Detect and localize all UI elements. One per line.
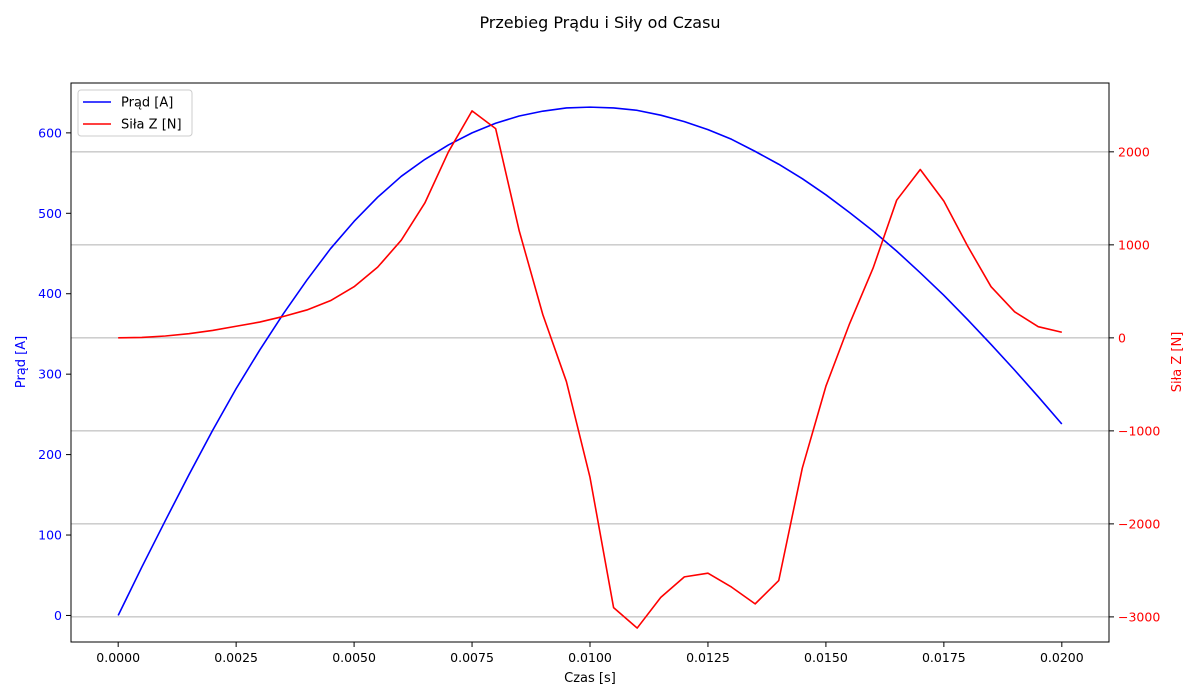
y-right-tick-label: −3000: [1118, 609, 1160, 624]
series-layer: [117, 106, 1063, 629]
grid-lines: [71, 151, 1109, 618]
y-axis-right: −3000 −2000 −1000 0 1000 2000: [1109, 144, 1160, 624]
y-right-tick-label: −1000: [1118, 423, 1160, 438]
chart-title: Przebieg Prądu i Siły od Czasu: [479, 13, 720, 32]
y-axis-left: 0 100 200 300 400 500 600: [38, 125, 71, 623]
y-axis-left-label: Prąd [A]: [14, 336, 29, 388]
x-tick-label: 0.0150: [804, 650, 848, 665]
series-line-current: [117, 106, 1063, 616]
y-left-tick-label: 600: [38, 125, 62, 140]
plot-frame: [70, 82, 1110, 643]
y-left-tick-label: 200: [38, 447, 62, 462]
x-tick-label: 0.0200: [1040, 650, 1084, 665]
y-right-tick-label: 1000: [1118, 237, 1150, 252]
x-tick-label: 0.0075: [450, 650, 494, 665]
x-tick-label: 0.0175: [922, 650, 966, 665]
y-right-tick-label: 2000: [1118, 144, 1150, 159]
y-left-tick-label: 0: [54, 608, 62, 623]
y-left-tick-label: 400: [38, 286, 62, 301]
legend-label: Prąd [A]: [121, 96, 173, 111]
x-tick-label: 0.0100: [568, 650, 612, 665]
y-right-tick-label: 0: [1118, 330, 1126, 345]
x-tick-label: 0.0000: [96, 650, 140, 665]
legend: Prąd [A] Siła Z [N]: [77, 89, 193, 137]
y-left-tick-label: 300: [38, 367, 62, 382]
x-axis-label: Czas [s]: [564, 671, 616, 686]
x-axis: 0.0000 0.0025 0.0050 0.0075 0.0100 0.0125 0.01…: [96, 642, 1084, 665]
y-left-tick-label: 100: [38, 528, 62, 543]
y-axis-right-label: Siła Z [N]: [1170, 332, 1185, 393]
y-right-tick-label: −2000: [1118, 516, 1160, 531]
x-tick-label: 0.0125: [686, 650, 730, 665]
x-tick-label: 0.0025: [214, 650, 258, 665]
x-tick-label: 0.0050: [332, 650, 376, 665]
y-left-tick-label: 500: [38, 206, 62, 221]
legend-label: Siła Z [N]: [121, 118, 182, 133]
series-line-force: [118, 110, 1063, 629]
